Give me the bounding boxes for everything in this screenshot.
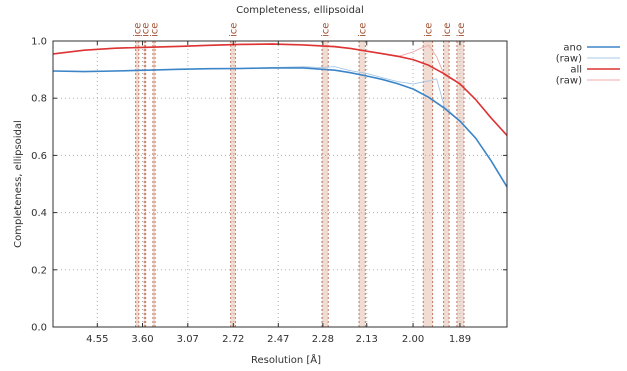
y-axis-label: Completeness, ellipsoidal	[13, 120, 24, 248]
x-tick-label: 2.47	[267, 334, 289, 345]
chart-title: Completeness, ellipsoidal	[236, 5, 364, 16]
ice-band	[359, 41, 366, 327]
series-line-3	[52, 43, 508, 136]
x-axis-ticks: 4.55 3.60 3.07 2.72 2.47 2.28 2.13 2.00 1.89	[86, 41, 471, 345]
x-tick-label: 2.28	[312, 334, 334, 345]
x-tick-label: 2.13	[356, 334, 378, 345]
ice-band	[443, 41, 450, 327]
ice-band	[144, 41, 146, 327]
y-tick-label: 0.4	[31, 208, 47, 219]
series-lines	[52, 43, 508, 188]
y-tick-label: 0.0	[31, 323, 47, 334]
x-tick-label: 3.60	[131, 334, 153, 345]
ice-band	[423, 41, 433, 327]
ice-band	[321, 41, 329, 327]
ice-band	[456, 41, 464, 327]
legend-label: ano	[563, 43, 582, 54]
ice-label: ice	[321, 23, 332, 37]
grid	[53, 41, 507, 327]
plot-frame	[52, 40, 508, 328]
x-tick-label: 2.72	[222, 334, 244, 345]
ice-band	[230, 41, 236, 327]
ice-band	[152, 41, 156, 327]
ice-label: ice	[442, 23, 453, 37]
series-line-2	[52, 43, 508, 136]
ice-label: ice	[140, 23, 151, 37]
ice-label: ice	[456, 23, 467, 37]
legend-label: all	[570, 65, 582, 76]
x-axis-label: Resolution [Å]	[251, 353, 321, 366]
x-tick-label: 1.89	[449, 334, 471, 345]
ice-band	[135, 41, 139, 327]
legend-label: (raw)	[556, 76, 582, 87]
y-tick-label: 0.6	[31, 151, 47, 162]
y-axis-ticks: 0.0 0.2 0.4 0.6 0.8 1.0	[31, 37, 507, 334]
legend-label: (raw)	[556, 54, 582, 65]
x-tick-label: 3.07	[177, 334, 199, 345]
legend: ano(raw)all(raw)	[556, 43, 620, 87]
ice-label: ice	[133, 23, 144, 37]
ice-label: ice	[149, 23, 160, 37]
y-tick-label: 0.2	[31, 265, 47, 276]
y-tick-label: 1.0	[31, 37, 47, 48]
ice-label: ice	[229, 23, 240, 37]
y-tick-label: 0.8	[31, 94, 47, 105]
series-line-1	[52, 66, 508, 188]
x-tick-label: 2.00	[402, 334, 424, 345]
series-line-0	[52, 67, 508, 188]
x-tick-label: 4.55	[86, 334, 108, 345]
ice-label: ice	[423, 23, 434, 37]
ice-label: ice	[358, 23, 369, 37]
